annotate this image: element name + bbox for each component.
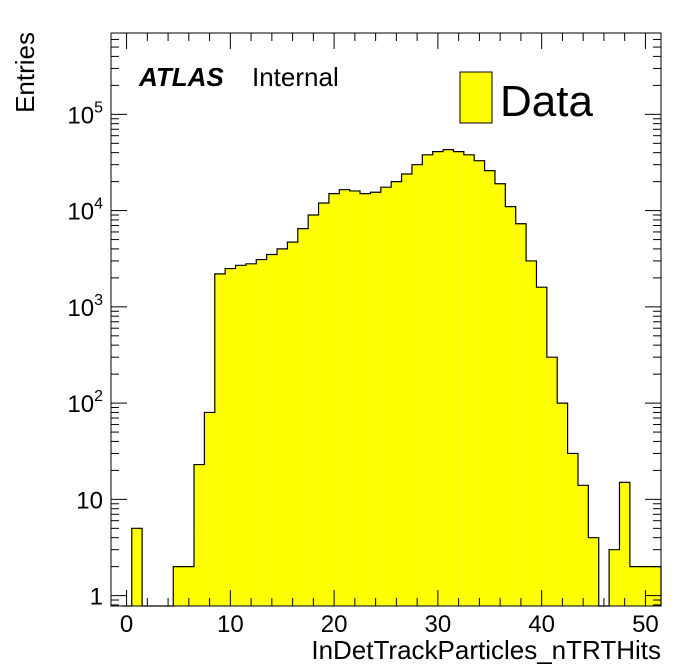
histogram-bin <box>256 259 267 606</box>
histogram-bin <box>640 566 651 606</box>
histogram-bin <box>484 170 495 606</box>
histogram-bin <box>328 193 340 606</box>
histogram-bin <box>411 164 423 606</box>
histogram-bin <box>474 160 485 606</box>
histogram-bin <box>463 154 475 606</box>
x-tick-label: 50 <box>632 611 659 638</box>
y-tick-label: 1 <box>90 584 103 611</box>
histogram-bin <box>453 151 464 606</box>
histogram-bin <box>297 228 309 606</box>
x-tick-label: 40 <box>528 611 555 638</box>
y-tick-labels: 1 10 102 103 104 105 <box>67 99 103 610</box>
histogram-bin <box>494 183 506 606</box>
histogram-bin <box>204 412 215 606</box>
histogram-bin <box>629 566 641 606</box>
histogram-bin <box>505 206 516 606</box>
histogram-bin <box>235 265 246 606</box>
histogram-bin <box>526 260 537 606</box>
x-tick-labels: 0 10 20 30 40 50 <box>120 611 659 638</box>
y-tick-label: 103 <box>67 292 103 322</box>
histogram-bin <box>588 537 599 606</box>
histogram-bin <box>287 242 298 606</box>
histogram-bin <box>349 190 361 606</box>
x-tick-label: 10 <box>217 611 244 638</box>
histogram-bin <box>245 263 257 606</box>
histogram-bin <box>183 566 195 606</box>
histogram-bin <box>339 189 350 607</box>
histogram-bin <box>225 268 236 606</box>
y-axis-label: Entries <box>10 32 40 113</box>
internal-label: Internal <box>252 62 339 92</box>
plot-frame <box>110 32 662 607</box>
x-tick-label: 20 <box>321 611 348 638</box>
histogram-bin <box>360 193 371 606</box>
y-tick-label: 105 <box>67 99 103 129</box>
histogram-bin <box>131 528 143 606</box>
y-tick-label: 10 <box>76 487 103 514</box>
histogram-bin <box>422 154 433 606</box>
histogram-bin <box>277 248 288 606</box>
histogram-bin <box>619 482 630 606</box>
histogram-bin <box>577 485 589 606</box>
y-tick-label: 102 <box>67 388 103 418</box>
legend-swatch <box>459 71 493 124</box>
histogram-bin <box>443 149 454 606</box>
histogram-bin <box>318 202 329 606</box>
histogram-bin <box>567 453 578 606</box>
histogram-bin <box>266 254 278 606</box>
histogram-bin <box>515 223 527 606</box>
histogram-bin <box>308 215 319 606</box>
legend-label: Data <box>500 77 593 126</box>
histogram-bin <box>609 549 620 606</box>
histogram-bin <box>557 403 568 606</box>
histogram-bin <box>650 566 661 606</box>
histogram-bin <box>194 464 205 606</box>
histogram-bars <box>121 149 662 607</box>
histogram-bin <box>380 187 392 606</box>
histogram-outline <box>121 149 662 607</box>
histogram-bin <box>432 151 444 606</box>
histogram-bin <box>391 181 402 606</box>
histogram-bin <box>173 566 184 606</box>
x-tick-label: 0 <box>120 611 133 638</box>
y-tick-label: 104 <box>67 196 103 226</box>
histogram-bin <box>214 273 226 606</box>
histogram-bin <box>546 357 558 606</box>
histogram-bin <box>370 192 381 606</box>
x-axis-label: InDetTrackParticles_nTRTHits <box>311 635 661 665</box>
histogram-bin <box>536 287 547 606</box>
histogram-bin <box>401 174 412 607</box>
x-tick-label: 30 <box>425 611 452 638</box>
atlas-label: ATLAS <box>138 62 224 92</box>
